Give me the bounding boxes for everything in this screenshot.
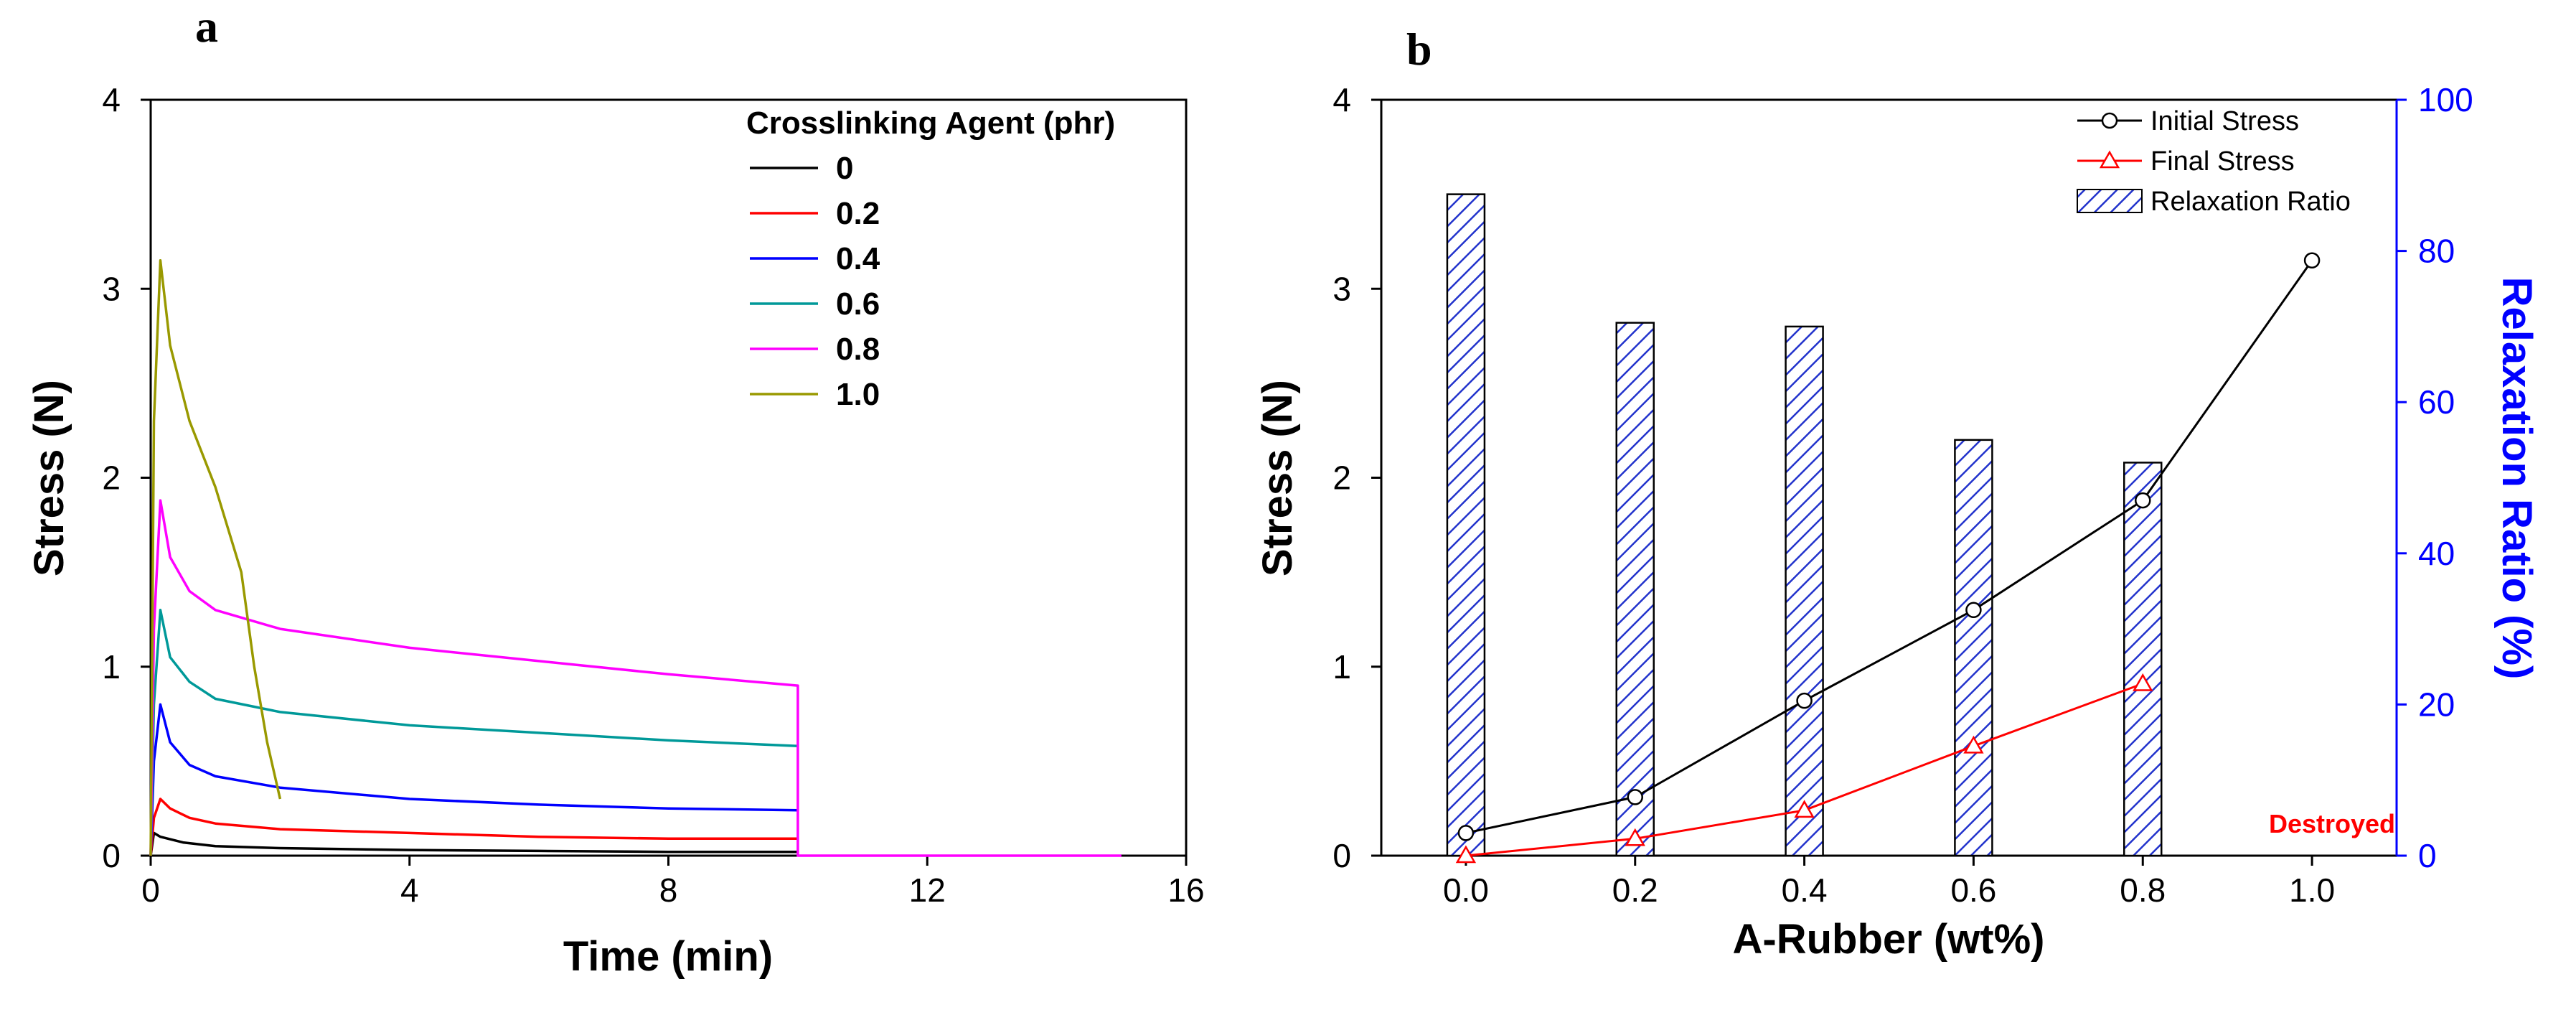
chart-a-legend: Crosslinking Agent (phr) 0 0.2 0.4 0.6 0.8 1.… <box>746 106 1115 412</box>
chart-a-y-tick-label: 0 <box>102 837 121 874</box>
chart-b-x-axis-label: A-Rubber (wt%) <box>1733 916 2045 963</box>
chart-b-point-final-stress <box>1625 828 1645 846</box>
chart-b-legend-label: Initial Stress <box>2150 106 2299 136</box>
chart-b-point-final-stress <box>1963 735 1984 754</box>
chart-b-x-tick-label: 0.6 <box>1950 871 1996 909</box>
chart-a-legend-label: 1.0 <box>836 377 880 412</box>
chart-b-y-right-tick-label: 40 <box>2418 535 2455 572</box>
chart-b: 0.0 0.2 0.4 0.6 0.8 1.0 0 1 2 3 4 0 20 40 60 80 100 A-… <box>1254 81 2540 963</box>
chart-b-point-final-stress <box>2133 673 2153 691</box>
chart-a-legend-label: 0.8 <box>836 332 880 367</box>
chart-a-legend-title: Crosslinking Agent (phr) <box>746 106 1115 141</box>
chart-a-plot-frame <box>149 98 1188 857</box>
chart-b-bar <box>1954 439 1993 857</box>
chart-a-legend-label: 0.4 <box>836 241 880 276</box>
chart-a-x-axis-label: Time (min) <box>563 933 773 980</box>
chart-b-line-initial-stress <box>1465 259 2313 834</box>
chart-b-relaxation-bars <box>1446 193 2163 857</box>
chart-a-legend-label: 0 <box>836 151 853 186</box>
chart-b-bar <box>1615 322 1655 857</box>
chart-a-y-tick-label: 1 <box>102 648 121 686</box>
chart-b-y-right-tick-label: 60 <box>2418 383 2455 421</box>
chart-a-y-axis-label: Stress (N) <box>26 380 72 576</box>
chart-b-legend-marker <box>2101 112 2118 129</box>
chart-b-y-axis-label-right: Relaxation Ratio (%) <box>2493 277 2540 680</box>
chart-a-x-tick-label: 8 <box>659 871 678 909</box>
chart-b-legend-label: Relaxation Ratio <box>2150 187 2351 217</box>
chart-b-y-tick-label: 0 <box>1332 837 1351 874</box>
chart-b-point-initial-stress <box>2135 492 2151 509</box>
chart-a-series <box>149 259 1122 857</box>
chart-b-x-tick-label: 0.0 <box>1443 871 1489 909</box>
chart-a-y-tick-label: 4 <box>102 81 121 118</box>
panel-b-letter: b <box>1406 24 1432 75</box>
chart-b-y-tick-label: 2 <box>1332 459 1351 497</box>
chart-a-x-tick-label: 0 <box>141 871 160 909</box>
panel-a-letter: a <box>195 1 218 52</box>
chart-a-line-0.6 <box>149 609 798 856</box>
chart-b-point-initial-stress <box>2303 252 2321 269</box>
chart-b-legend-marker <box>2099 150 2120 169</box>
chart-a-x-ticks: 0 4 8 12 16 <box>141 856 1205 909</box>
chart-b-point-initial-stress <box>1965 602 1982 619</box>
chart-b-legend-label: Final Stress <box>2150 146 2295 177</box>
chart-b-bar <box>2123 462 2163 857</box>
chart-b-y-tick-label: 3 <box>1332 270 1351 307</box>
chart-a-line-0.8 <box>149 499 1122 857</box>
chart-a-x-tick-label: 4 <box>400 871 419 909</box>
chart-a-line-0 <box>149 831 798 856</box>
chart-b-point-initial-stress <box>1796 692 1813 709</box>
chart-b-point-initial-stress <box>1627 789 1643 805</box>
chart-a-line-0.2 <box>149 798 798 856</box>
chart-b-legend: Initial Stress Final Stress Relaxation Rat… <box>2077 106 2351 217</box>
chart-b-legend-swatch-bar <box>2077 189 2143 213</box>
chart-a-y-tick-label: 3 <box>102 270 121 307</box>
chart-b-x-tick-label: 1.0 <box>2289 871 2335 909</box>
chart-b-point-initial-stress <box>1457 825 1475 841</box>
chart-b-x-tick-label: 0.2 <box>1612 871 1658 909</box>
chart-a-y-tick-label: 2 <box>102 459 121 497</box>
chart-b-y-tick-label: 4 <box>1332 81 1351 118</box>
chart-a-y-ticks: 0 1 2 3 4 <box>102 81 151 874</box>
chart-b-y-ticks-left: 0 1 2 3 4 <box>1332 81 1381 874</box>
chart-b-y-axis-label-left: Stress (N) <box>1254 380 1301 576</box>
chart-a-legend-label: 0.2 <box>836 196 880 231</box>
chart-b-x-tick-label: 0.4 <box>1782 871 1828 909</box>
chart-b-y-right-tick-label: 80 <box>2418 233 2455 270</box>
chart-a-line-0.4 <box>149 703 798 856</box>
chart-b-point-final-stress <box>1794 800 1815 818</box>
chart-b-y-right-tick-label: 20 <box>2418 686 2455 723</box>
chart-b-x-ticks: 0.0 0.2 0.4 0.6 0.8 1.0 <box>1443 856 2335 909</box>
chart-a-legend-label: 0.6 <box>836 286 880 322</box>
chart-b-point-final-stress <box>1455 845 1477 864</box>
chart-a-x-tick-label: 16 <box>1167 871 1204 909</box>
chart-b-x-tick-label: 0.8 <box>2120 871 2166 909</box>
chart-b-y-right-tick-label: 0 <box>2418 837 2437 874</box>
chart-b-y-tick-label: 1 <box>1332 648 1351 686</box>
chart-b-y-ticks-right: 0 20 40 60 80 100 <box>2395 81 2473 874</box>
chart-b-stress-series <box>1455 252 2321 864</box>
chart-b-annotation-destroyed: Destroyed <box>2269 809 2395 838</box>
chart-b-y-right-tick-label: 100 <box>2418 81 2473 118</box>
chart-a-line-1.0 <box>149 259 282 856</box>
chart-b-bar <box>1785 325 1824 857</box>
chart-b-bar <box>1446 193 1486 857</box>
chart-a-x-tick-label: 12 <box>909 871 946 909</box>
